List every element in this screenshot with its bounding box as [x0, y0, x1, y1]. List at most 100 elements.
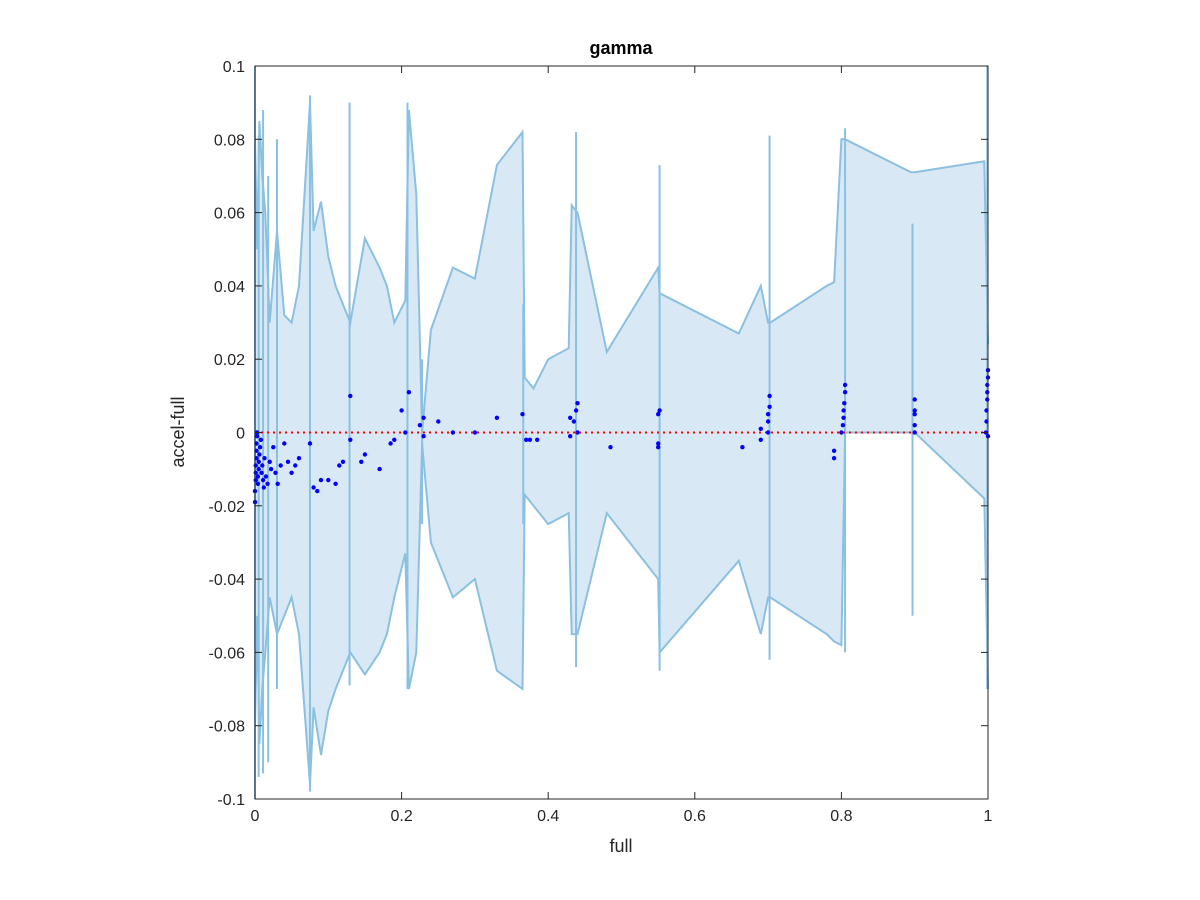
point-layer: [252, 368, 991, 505]
data-point: [403, 430, 408, 435]
y-tick-label: -0.1: [217, 792, 245, 809]
tick-layer: 0 0.2 0.4 0.6 0.8 1 -0.1 -0.08 -0.06 -0.04 -0.02 0 0…: [209, 59, 993, 825]
data-point: [340, 459, 346, 464]
y-tick-label: -0.06: [209, 645, 246, 662]
data-point: [841, 415, 846, 420]
data-point: [765, 412, 771, 417]
data-point: [307, 441, 313, 446]
data-point: [326, 477, 331, 483]
data-point: [293, 463, 298, 468]
data-point: [568, 415, 573, 420]
y-tick-label: 0.04: [214, 279, 245, 296]
data-point: [421, 434, 426, 439]
data-point: [842, 390, 848, 395]
data-point: [831, 448, 837, 453]
data-point: [261, 485, 266, 490]
data-point: [253, 463, 258, 468]
confidence-band: [255, 102, 988, 785]
data-point: [841, 408, 846, 413]
data-point: [758, 426, 763, 431]
data-point: [255, 481, 261, 486]
data-point: [436, 419, 441, 424]
data-point: [520, 412, 525, 417]
y-tick-label: -0.02: [209, 499, 246, 516]
data-point: [263, 474, 269, 479]
data-point: [656, 412, 661, 417]
data-point: [255, 474, 261, 479]
data-point: [273, 470, 278, 475]
data-point: [275, 481, 280, 486]
y-tick-label: 0.02: [214, 352, 245, 369]
data-point: [840, 423, 846, 428]
data-point: [359, 459, 364, 464]
data-point: [348, 437, 353, 442]
data-point: [265, 481, 270, 486]
data-point: [839, 430, 844, 435]
data-point: [765, 419, 771, 424]
data-point: [571, 419, 577, 424]
data-point: [912, 397, 917, 402]
data-point: [765, 430, 771, 435]
data-point: [333, 481, 338, 486]
data-point: [260, 477, 266, 483]
data-point: [282, 441, 287, 446]
x-tick-label: 0.8: [830, 808, 852, 825]
data-point: [758, 437, 763, 442]
data-point: [392, 437, 397, 442]
data-point: [421, 415, 426, 420]
y-tick-label: -0.08: [209, 719, 246, 736]
data-point: [985, 390, 990, 395]
data-point: [388, 441, 393, 446]
y-tick-label: 0: [236, 426, 245, 443]
data-point: [494, 415, 500, 420]
data-point: [296, 456, 302, 461]
data-point: [399, 408, 404, 413]
x-tick-label: 0.6: [684, 808, 706, 825]
data-point: [656, 441, 661, 446]
data-point: [256, 459, 261, 464]
data-point: [259, 470, 264, 475]
data-point: [257, 452, 262, 457]
x-axis-label: full: [609, 836, 632, 856]
data-point: [608, 445, 613, 450]
data-point: [268, 466, 274, 472]
data-point: [656, 445, 661, 450]
data-point: [417, 423, 423, 428]
data-point: [337, 463, 342, 468]
data-point: [255, 434, 260, 439]
data-point: [575, 430, 580, 435]
data-point: [311, 485, 316, 490]
data-point: [278, 463, 283, 468]
data-point: [377, 466, 382, 472]
x-tick-label: 0.2: [390, 808, 412, 825]
data-point: [985, 397, 990, 402]
y-tick-label: -0.04: [209, 572, 246, 589]
data-point: [406, 390, 412, 395]
x-tick-label: 0.4: [537, 808, 559, 825]
data-point: [535, 437, 540, 442]
y-axis-label: accel-full: [168, 396, 188, 467]
data-point: [318, 477, 324, 483]
data-point: [912, 408, 917, 413]
data-point: [257, 445, 263, 450]
data-point: [267, 459, 272, 464]
data-point: [831, 456, 837, 461]
data-point: [912, 423, 917, 428]
y-tick-label: 0.1: [223, 59, 245, 76]
data-point: [253, 470, 258, 475]
data-point: [740, 445, 745, 450]
data-point: [450, 430, 456, 435]
data-point: [912, 412, 917, 417]
data-point: [842, 401, 847, 406]
data-point: [568, 434, 573, 439]
data-point: [524, 437, 529, 442]
data-point: [767, 393, 772, 399]
data-point: [285, 459, 291, 464]
data-point: [842, 382, 848, 388]
data-point: [256, 466, 261, 472]
data-point: [271, 445, 276, 450]
data-point: [985, 382, 990, 388]
data-point: [348, 393, 353, 399]
data-point: [289, 470, 294, 475]
